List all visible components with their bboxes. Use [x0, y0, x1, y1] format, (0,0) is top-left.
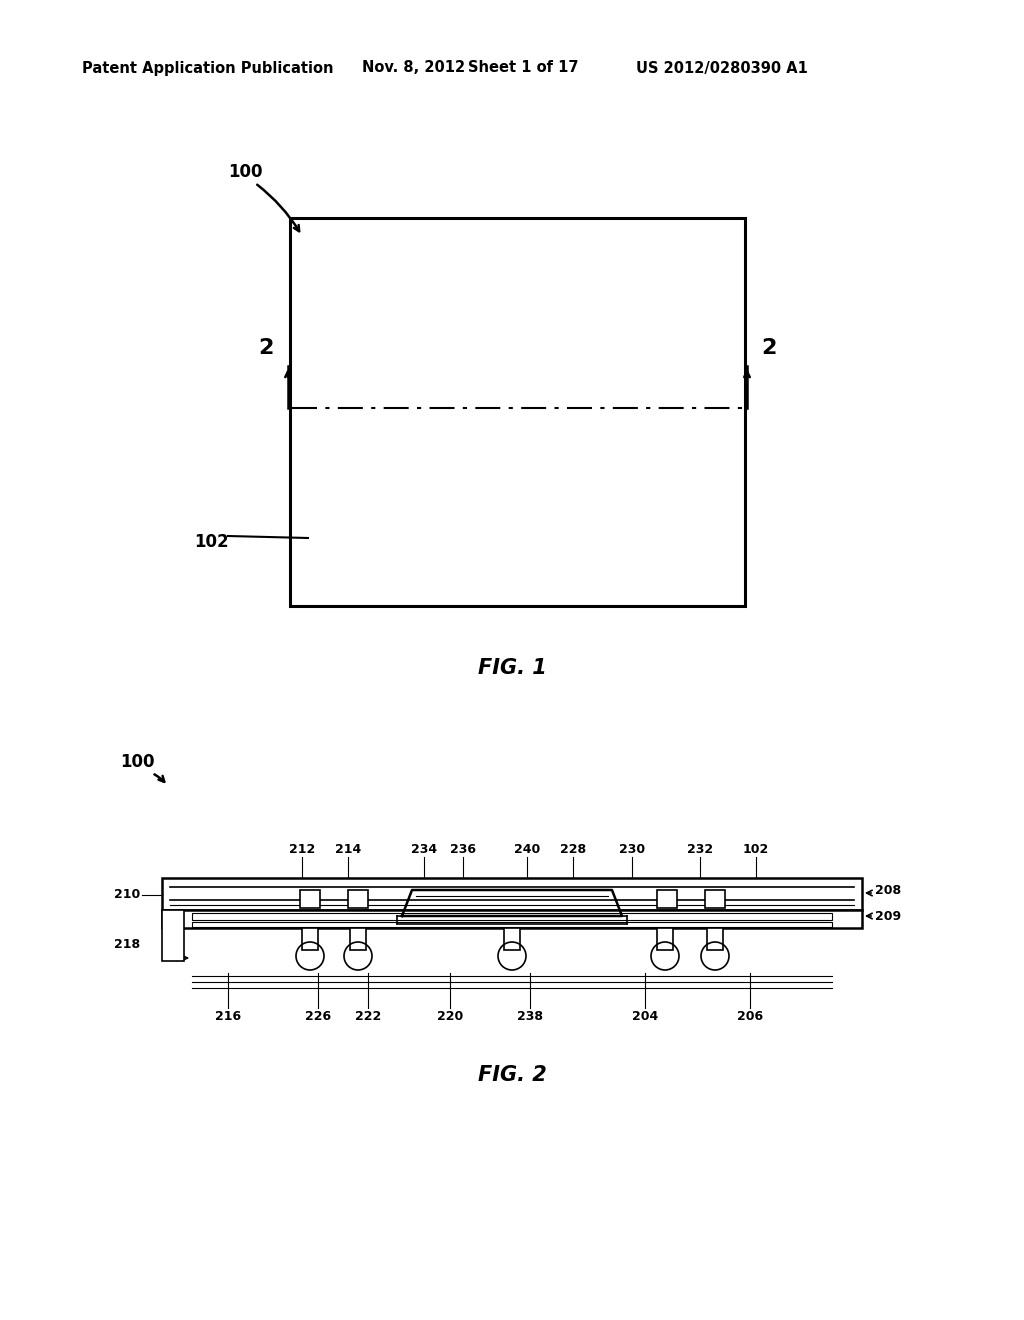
Text: Nov. 8, 2012: Nov. 8, 2012	[362, 61, 465, 75]
Bar	[657, 928, 673, 950]
Bar	[162, 909, 184, 961]
Text: 102: 102	[194, 533, 228, 550]
Text: 100: 100	[120, 752, 155, 771]
Bar	[300, 890, 319, 908]
Bar	[504, 928, 520, 950]
Text: 204: 204	[632, 1010, 658, 1023]
Text: 208: 208	[874, 883, 901, 896]
Text: 206: 206	[737, 1010, 763, 1023]
Text: 210: 210	[114, 888, 140, 902]
Text: 232: 232	[687, 843, 713, 855]
Bar	[162, 909, 862, 928]
Text: 218: 218	[114, 937, 140, 950]
Bar	[302, 928, 318, 950]
Bar	[193, 921, 831, 927]
Text: 2: 2	[761, 338, 776, 358]
Bar	[193, 913, 831, 920]
Text: 2: 2	[258, 338, 273, 358]
Bar	[657, 890, 677, 908]
Text: 212: 212	[289, 843, 315, 855]
Text: 100: 100	[228, 162, 262, 181]
Text: 102: 102	[742, 843, 769, 855]
Text: 209: 209	[874, 909, 901, 923]
Bar	[705, 890, 725, 908]
Text: FIG. 2: FIG. 2	[477, 1065, 547, 1085]
Bar	[348, 890, 368, 908]
Text: 222: 222	[355, 1010, 381, 1023]
Text: 216: 216	[215, 1010, 241, 1023]
Bar	[290, 218, 745, 606]
Text: 230: 230	[618, 843, 645, 855]
Text: 228: 228	[560, 843, 586, 855]
Bar	[707, 928, 723, 950]
Bar	[350, 928, 366, 950]
Text: 226: 226	[305, 1010, 331, 1023]
Text: 240: 240	[514, 843, 540, 855]
Text: US 2012/0280390 A1: US 2012/0280390 A1	[636, 61, 808, 75]
Text: 220: 220	[437, 1010, 463, 1023]
Text: Sheet 1 of 17: Sheet 1 of 17	[468, 61, 579, 75]
Text: 236: 236	[450, 843, 476, 855]
Text: 238: 238	[517, 1010, 543, 1023]
Bar	[162, 878, 862, 909]
Text: 234: 234	[411, 843, 437, 855]
Text: 214: 214	[335, 843, 361, 855]
Text: FIG. 1: FIG. 1	[477, 657, 547, 678]
Text: Patent Application Publication: Patent Application Publication	[82, 61, 334, 75]
